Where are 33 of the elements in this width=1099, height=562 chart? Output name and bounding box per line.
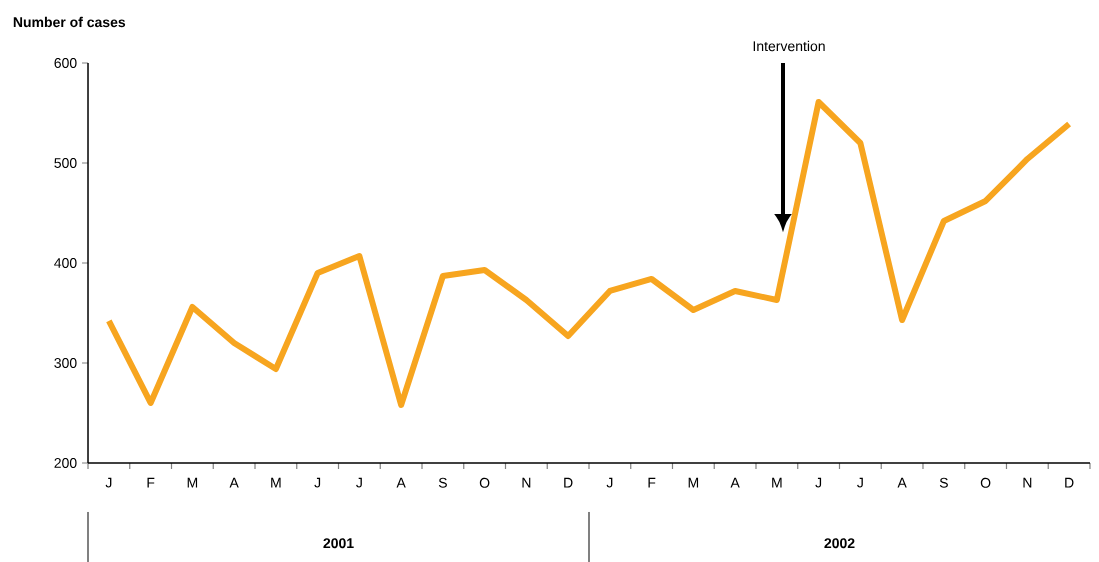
x-tick-label: J <box>815 477 822 488</box>
x-tick-label: A <box>897 477 907 488</box>
y-tick-label: 200 <box>54 458 77 468</box>
x-tick-label: M <box>271 477 281 488</box>
x-tick-label: A <box>229 477 239 488</box>
y-tick-label: 500 <box>54 158 77 168</box>
x-tick-label: J <box>857 477 863 488</box>
x-tick-label: S <box>939 477 948 488</box>
x-tick-label: M <box>688 477 699 488</box>
x-tick-label: F <box>648 477 656 488</box>
x-tick-label: J <box>356 477 362 488</box>
x-tick-label: M <box>772 477 782 488</box>
x-tick-label: J <box>314 477 321 488</box>
y-axis-title: Number of cases <box>13 16 126 28</box>
y-tick-label: 300 <box>54 358 77 368</box>
x-tick-label: N <box>1023 477 1032 488</box>
x-tick-label: D <box>564 477 573 488</box>
x-tick-label: F <box>147 477 155 488</box>
y-tick-label: 400 <box>54 258 77 268</box>
x-tick-label: N <box>522 477 531 488</box>
x-tick-label: A <box>730 477 740 488</box>
x-tick-label: D <box>1065 477 1074 488</box>
x-tick-label: S <box>438 477 447 488</box>
x-tick-label: A <box>396 477 406 488</box>
x-tick-label: O <box>479 477 490 488</box>
x-tick-label: M <box>187 477 198 488</box>
y-tick-label: 600 <box>54 58 77 68</box>
text: 2001 <box>323 538 354 549</box>
x-tick-label: O <box>980 477 991 488</box>
x-tick-label: J <box>606 477 613 488</box>
x-tick-label: J <box>105 477 112 488</box>
text: 2002 <box>824 538 855 549</box>
text: Intervention <box>753 40 825 52</box>
